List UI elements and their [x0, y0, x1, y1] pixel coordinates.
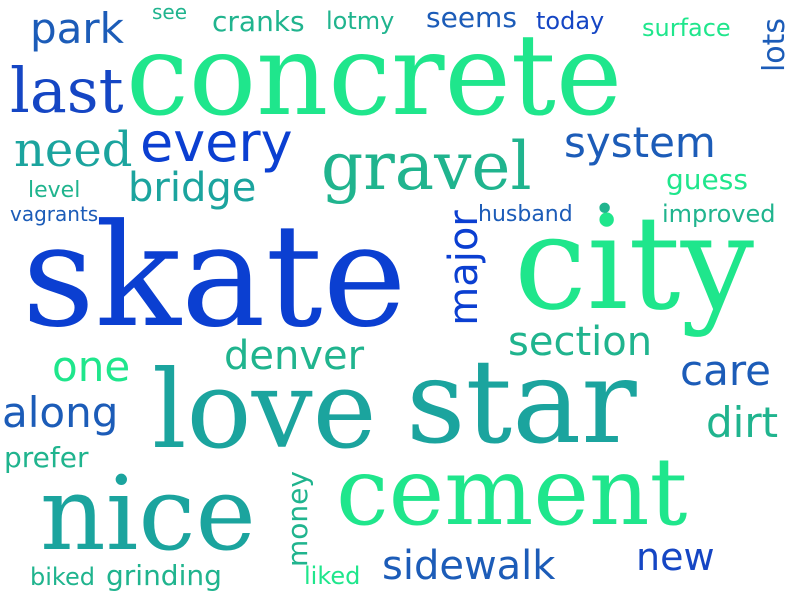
word-every: every	[140, 111, 293, 174]
word-lots: lots	[757, 17, 793, 73]
word-major: major	[440, 210, 487, 326]
word-cranks: cranks	[212, 5, 305, 38]
word-grinding: grinding	[106, 559, 222, 592]
word-system: system	[564, 118, 716, 167]
word-concrete: concrete	[126, 11, 623, 141]
word-nice: nice	[40, 455, 256, 574]
word-denver: denver	[224, 333, 365, 379]
word-love: love	[152, 348, 377, 473]
word-dirt: dirt	[706, 398, 779, 447]
word-bridge: bridge	[128, 165, 257, 211]
word-skate: skate	[22, 194, 407, 359]
word-money: money	[280, 471, 314, 567]
word-gravel: gravel	[321, 128, 532, 205]
word-improved: improved	[662, 200, 776, 228]
word-sidewalk: sidewalk	[382, 543, 556, 589]
word-dot: •	[594, 189, 616, 230]
word-seems: seems	[426, 1, 517, 34]
word-vagrants: vagrants	[10, 202, 99, 226]
word-liked: liked	[304, 562, 361, 590]
word-need: need	[14, 122, 133, 178]
word-park: park	[30, 4, 124, 53]
word-along: along	[2, 388, 119, 437]
word-care: care	[680, 346, 772, 395]
word-lotmy: lotmy	[326, 7, 395, 35]
word-level: level	[28, 178, 81, 203]
word-one: one	[52, 342, 131, 391]
word-last: last	[10, 54, 124, 127]
word-today: today	[536, 7, 605, 35]
word-husband: husband	[478, 202, 573, 227]
word-section: section	[508, 319, 653, 365]
word-biked: biked	[30, 563, 95, 591]
word-city: city	[514, 187, 755, 339]
word-cement: cement	[336, 438, 688, 547]
word-surface: surface	[642, 14, 731, 42]
word-guess: guess	[666, 163, 748, 196]
word-see: see	[152, 0, 188, 24]
word-star: star	[406, 335, 637, 470]
word-prefer: prefer	[4, 441, 89, 474]
word-new: new	[636, 535, 715, 579]
